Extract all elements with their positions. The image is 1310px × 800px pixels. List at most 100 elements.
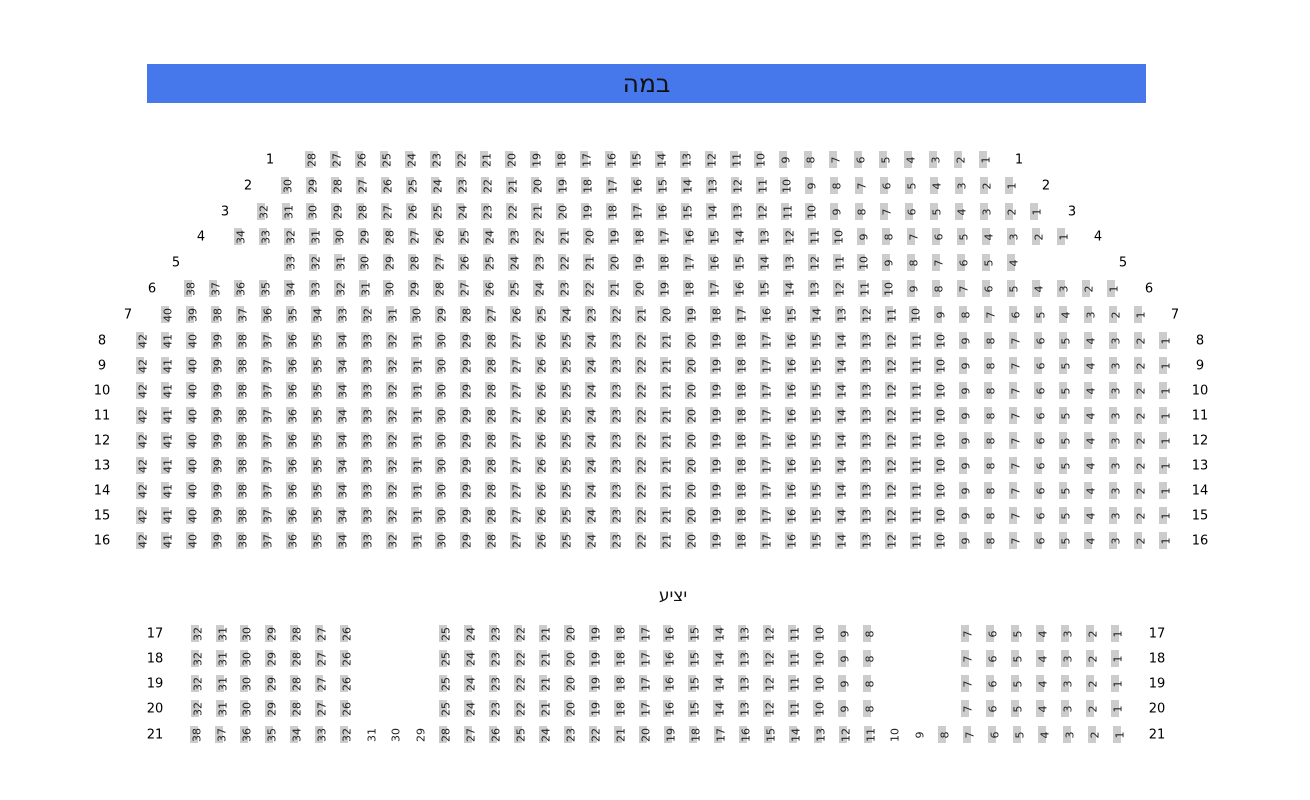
seat[interactable]: 17 xyxy=(637,700,655,718)
seat[interactable]: 14 xyxy=(833,507,851,525)
seat[interactable]: 6 xyxy=(955,254,973,272)
seat[interactable]: 3 xyxy=(1082,306,1100,324)
seat[interactable]: 9 xyxy=(957,407,975,425)
seat[interactable]: 28 xyxy=(483,482,501,500)
seat[interactable]: 28 xyxy=(354,203,372,221)
seat[interactable]: 18 xyxy=(553,151,571,169)
seat[interactable]: 9 xyxy=(836,625,854,643)
seat[interactable]: 8 xyxy=(982,382,1000,400)
seat[interactable]: 11 xyxy=(908,482,926,500)
seat[interactable]: 33 xyxy=(359,457,377,475)
seat[interactable]: 25 xyxy=(437,675,455,693)
seat[interactable]: 32 xyxy=(189,625,207,643)
seat[interactable]: 30 xyxy=(433,332,451,350)
seat[interactable]: 40 xyxy=(159,306,177,324)
seat[interactable]: 16 xyxy=(681,228,699,246)
seat[interactable]: 29 xyxy=(263,700,281,718)
seat[interactable]: 36 xyxy=(259,306,277,324)
seat[interactable]: 11 xyxy=(908,532,926,550)
seat[interactable]: 31 xyxy=(307,228,325,246)
seat[interactable]: 22 xyxy=(512,650,530,668)
seat[interactable]: 30 xyxy=(433,482,451,500)
seat[interactable]: 16 xyxy=(731,280,749,298)
seat[interactable]: 2 xyxy=(1132,507,1150,525)
seat[interactable]: 6 xyxy=(986,726,1004,744)
seat[interactable]: 5 xyxy=(1057,532,1075,550)
seat[interactable]: 12 xyxy=(858,306,876,324)
seat[interactable]: 12 xyxy=(761,675,779,693)
seat[interactable]: 27 xyxy=(354,177,372,195)
seat[interactable]: 8 xyxy=(982,432,1000,450)
seat[interactable]: 7 xyxy=(959,625,977,643)
seat[interactable]: 28 xyxy=(483,532,501,550)
seat[interactable]: 23 xyxy=(487,700,505,718)
seat[interactable]: 28 xyxy=(483,332,501,350)
seat[interactable]: 29 xyxy=(263,625,281,643)
seat[interactable]: 41 xyxy=(159,532,177,550)
seat[interactable]: 20 xyxy=(683,457,701,475)
seat[interactable]: 15 xyxy=(686,650,704,668)
seat[interactable]: 37 xyxy=(259,457,277,475)
seat[interactable]: 3 xyxy=(1107,332,1125,350)
seat[interactable]: 3 xyxy=(1107,382,1125,400)
seat[interactable]: 33 xyxy=(359,332,377,350)
seat[interactable]: 17 xyxy=(681,254,699,272)
seat[interactable]: 25 xyxy=(558,482,576,500)
seat[interactable]: 20 xyxy=(562,675,580,693)
seat[interactable]: 4 xyxy=(1082,507,1100,525)
seat[interactable]: 12 xyxy=(806,254,824,272)
seat[interactable]: 14 xyxy=(679,177,697,195)
seat[interactable]: 16 xyxy=(661,650,679,668)
seat[interactable]: 25 xyxy=(558,382,576,400)
seat[interactable]: 26 xyxy=(533,457,551,475)
seat[interactable]: 1 xyxy=(1055,228,1073,246)
seat[interactable]: 5 xyxy=(1009,650,1027,668)
seat[interactable]: 14 xyxy=(653,151,671,169)
seat[interactable]: 9 xyxy=(777,151,795,169)
seat[interactable]: 5 xyxy=(903,177,921,195)
seat[interactable]: 1 xyxy=(1157,457,1175,475)
seat[interactable]: 1 xyxy=(977,151,995,169)
seat[interactable]: 40 xyxy=(184,482,202,500)
seat[interactable]: 9 xyxy=(836,675,854,693)
seat[interactable]: 8 xyxy=(802,151,820,169)
seat[interactable]: 32 xyxy=(338,726,356,744)
seat[interactable]: 13 xyxy=(858,482,876,500)
seat[interactable]: 1 xyxy=(1111,726,1129,744)
seat[interactable]: 27 xyxy=(313,625,331,643)
seat[interactable]: 36 xyxy=(284,457,302,475)
seat[interactable]: 3 xyxy=(1107,432,1125,450)
seat[interactable]: 3 xyxy=(927,151,945,169)
seat[interactable]: 27 xyxy=(313,675,331,693)
seat[interactable]: 13 xyxy=(736,625,754,643)
seat[interactable]: 3 xyxy=(953,177,971,195)
seat[interactable]: 27 xyxy=(508,457,526,475)
seat[interactable]: 40 xyxy=(184,507,202,525)
seat[interactable]: 19 xyxy=(708,532,726,550)
seat[interactable]: 24 xyxy=(583,332,601,350)
seat[interactable]: 12 xyxy=(781,228,799,246)
seat[interactable]: 32 xyxy=(384,532,402,550)
seat[interactable]: 11 xyxy=(883,306,901,324)
seat[interactable]: 6 xyxy=(930,228,948,246)
seat[interactable]: 42 xyxy=(134,407,152,425)
seat[interactable]: 35 xyxy=(309,332,327,350)
seat[interactable]: 11 xyxy=(779,203,797,221)
seat[interactable]: 9 xyxy=(911,726,929,744)
seat[interactable]: 33 xyxy=(282,254,300,272)
seat[interactable]: 31 xyxy=(214,700,232,718)
seat[interactable]: 20 xyxy=(683,507,701,525)
seat[interactable]: 10 xyxy=(778,177,796,195)
seat[interactable]: 8 xyxy=(853,203,871,221)
seat[interactable]: 39 xyxy=(184,306,202,324)
seat[interactable]: 30 xyxy=(381,280,399,298)
seat[interactable]: 20 xyxy=(683,482,701,500)
seat[interactable]: 13 xyxy=(858,532,876,550)
seat[interactable]: 33 xyxy=(359,482,377,500)
seat[interactable]: 22 xyxy=(633,407,651,425)
seat[interactable]: 24 xyxy=(481,228,499,246)
seat[interactable]: 26 xyxy=(533,332,551,350)
seat[interactable]: 8 xyxy=(861,700,879,718)
seat[interactable]: 18 xyxy=(612,650,630,668)
seat[interactable]: 29 xyxy=(458,332,476,350)
